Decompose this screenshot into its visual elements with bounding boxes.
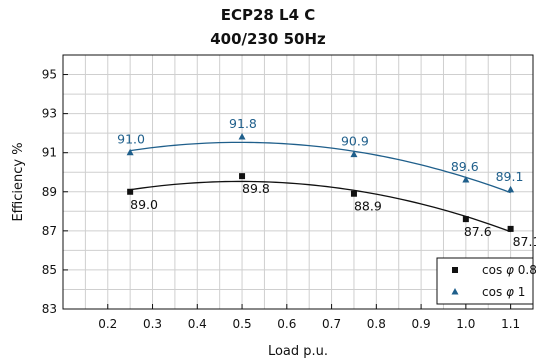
data-label: 90.9 — [341, 134, 369, 149]
x-tick-label: 0.3 — [143, 317, 162, 331]
y-tick-label: 83 — [42, 302, 57, 316]
data-point-triangle — [126, 148, 134, 156]
legend-entry: cos φ 1 — [482, 285, 525, 299]
y-tick-label: 87 — [42, 224, 57, 238]
data-label: 91.8 — [229, 116, 257, 131]
series-0: 89.0 89.8 88.9 87.6 87.1 — [127, 173, 536, 249]
data-point-triangle — [462, 176, 470, 183]
x-tick-label: 0.7 — [322, 317, 341, 331]
data-point-triangle — [507, 185, 515, 193]
legend-triangle-icon — [451, 288, 459, 295]
data-label: 88.9 — [354, 199, 382, 214]
data-point-triangle — [238, 133, 246, 140]
y-tick-label: 93 — [42, 107, 57, 121]
x-tick-label: 0.9 — [412, 317, 431, 331]
y-axis-ticks: 83 85 87 89 91 93 95 — [42, 68, 68, 316]
x-tick-label: 0.5 — [233, 317, 252, 331]
data-point-square — [350, 190, 357, 197]
series-line — [130, 180, 511, 233]
data-label: 89.6 — [451, 159, 479, 174]
series-line — [130, 141, 511, 194]
legend-square-icon — [452, 267, 458, 273]
x-tick-label: 1.1 — [501, 317, 520, 331]
data-label: 89.0 — [130, 197, 158, 212]
x-tick-label: 0.6 — [277, 317, 296, 331]
data-point-square — [239, 173, 246, 180]
data-point-triangle — [350, 150, 358, 158]
data-label: 87.1 — [513, 234, 536, 249]
series-layer: 89.0 89.8 88.9 87.6 87.1 91.0 91.8 90.9 89.6 89.1 — [117, 116, 536, 249]
y-tick-label: 89 — [42, 185, 57, 199]
data-label: 91.0 — [117, 132, 145, 147]
data-point-square — [507, 225, 514, 232]
plot-frame — [62, 54, 534, 310]
y-tick-label: 95 — [42, 68, 57, 82]
data-point-square — [127, 188, 134, 195]
series-1: 91.0 91.8 90.9 89.6 89.1 — [117, 116, 524, 194]
legend-entry: cos φ 0.8 — [482, 263, 536, 277]
data-label: 89.8 — [242, 181, 270, 196]
x-axis-ticks: 0.2 0.3 0.4 0.5 0.6 0.7 0.8 0.9 1.0 1.1 — [98, 304, 520, 331]
data-point-square — [462, 216, 469, 223]
chart-subtitle: 400/230 50Hz — [210, 30, 326, 48]
x-tick-label: 1.0 — [456, 317, 475, 331]
x-axis-label: Load p.u. — [268, 344, 328, 359]
x-tick-label: 0.4 — [188, 317, 207, 331]
legend-box — [436, 257, 534, 305]
x-tick-label: 0.8 — [367, 317, 386, 331]
legend: cos φ 0.8 cos φ 1 — [436, 257, 536, 305]
y-tick-label: 85 — [42, 263, 57, 277]
x-tick-label: 0.2 — [98, 317, 117, 331]
data-label: 89.1 — [496, 169, 524, 184]
y-axis-label: Efficiency % — [11, 142, 26, 221]
y-tick-label: 91 — [42, 146, 57, 160]
chart-title: ECP28 L4 C — [220, 6, 316, 24]
data-label: 87.6 — [464, 224, 492, 239]
